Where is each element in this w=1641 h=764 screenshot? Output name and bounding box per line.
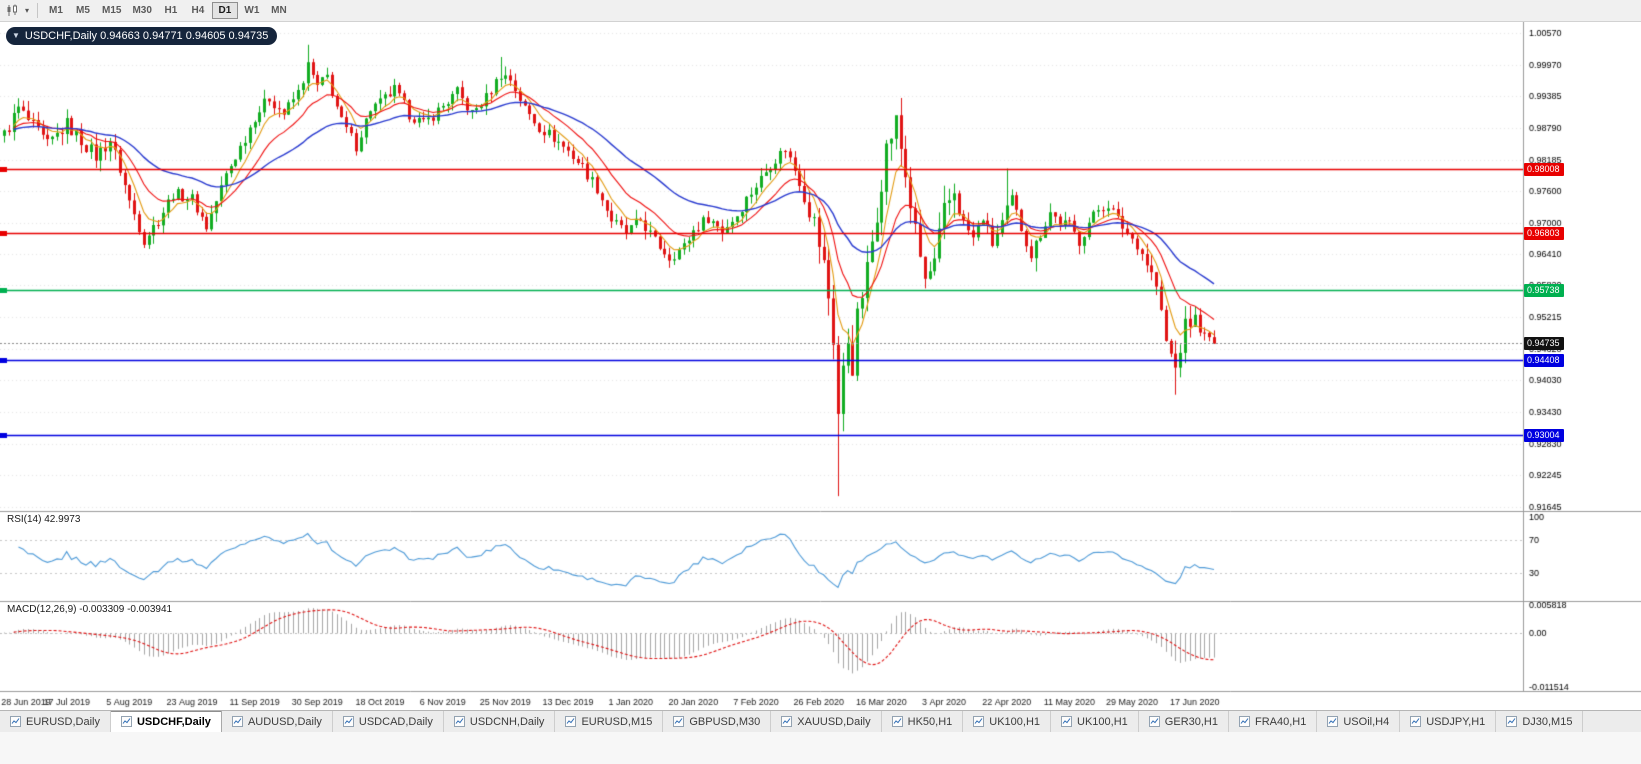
chart-tab-xauusd-daily[interactable]: XAUUSD,Daily [771,711,882,732]
chart-icon [1506,716,1518,727]
chart-icon [453,716,465,727]
chart-tab-label: EURUSD,Daily [26,715,100,728]
chart-icon [565,716,577,727]
price-level-badge: 0.94408 [1524,354,1564,367]
chart-tab-label: GBPUSD,M30 [689,715,761,728]
price-level-badge: 0.95738 [1524,284,1564,297]
chart-tab-label: USDCHF,Daily [136,715,211,728]
chart-tab-ger30-h1[interactable]: GER30,H1 [1138,711,1229,732]
chart-tab-usdcnh-daily[interactable]: USDCNH,Daily [443,711,556,732]
chart-tab-label: USDCNH,Daily [469,715,545,728]
chart-tab-label: USOil,H4 [1343,715,1390,728]
timeframe-buttons: M1 M5 M15 M30 H1 H4 D1 W1 MN [43,2,292,19]
rsi-indicator-label: RSI(14) 42.9973 [7,514,81,525]
chart-icon [231,716,243,727]
chart-tab-fra40-h1[interactable]: FRA40,H1 [1229,711,1318,732]
chart-tab-label: FRA40,H1 [1255,715,1307,728]
chart-tab-gbpusd-m30[interactable]: GBPUSD,M30 [663,711,772,732]
chart-tab-label: GER30,H1 [1164,715,1218,728]
chart-icon [120,716,132,727]
timeframe-button-w1[interactable]: W1 [244,5,260,16]
price-level-badge: 0.96803 [1524,227,1564,240]
chart-icon [342,716,354,727]
chart-icon [1239,716,1250,727]
timeframe-button-h4[interactable]: H4 [191,5,205,16]
chart-tab-dj30-m15[interactable]: DJ30,M15 [1496,711,1584,732]
chart-tab-hk50-h1[interactable]: HK50,H1 [881,711,964,732]
chart-tab-label: AUDUSD,Daily [247,715,322,728]
chart-tab-usdcad-daily[interactable]: USDCAD,Daily [332,711,444,732]
chart-tab-usdjpy-h1[interactable]: USDJPY,H1 [1400,711,1497,732]
chart-icon [1061,716,1073,727]
chart-tab-label: UK100,H1 [989,715,1041,728]
current-price-badge: 0.94735 [1524,337,1564,350]
chart-tab-label: EURUSD,M15 [581,715,653,728]
timeframe-button-m5[interactable]: M5 [76,5,90,16]
toolbar-separator [37,3,38,18]
chart-tab-label: USDCAD,Daily [358,715,433,728]
chart-tab-bar: EURUSD,Daily USDCHF,Daily AUDUSD,Daily USDC… [0,710,1641,732]
chart-icon [10,716,21,727]
chart-type-icon[interactable] [4,2,22,20]
chart-tab-eurusd-m15[interactable]: EURUSD,M15 [555,711,664,732]
chart-tab-label: HK50,H1 [907,715,953,728]
timeframe-button-mn[interactable]: MN [271,5,287,16]
chart-icon [973,716,985,727]
chart-icon [673,716,685,727]
timeframe-button-h1[interactable]: H1 [164,5,178,16]
chart-icon [1410,716,1422,727]
chart-tab-label: USDJPY,H1 [1426,715,1486,728]
price-chart-canvas[interactable] [0,22,1641,710]
chart-dropdown-arrow-icon[interactable]: ▾ [24,6,29,15]
chart-tab-usoil-h4[interactable]: USOil,H4 [1317,711,1401,732]
collapse-arrow-icon: ▼ [12,31,20,40]
chart-tab-label: DJ30,M15 [1522,715,1573,728]
chart-tab-label: XAUUSD,Daily [797,715,871,728]
chart-icon [1148,716,1160,727]
timeframe-button-m15[interactable]: M15 [102,5,122,16]
chart-icon [891,716,903,727]
timeframe-button-m1[interactable]: M1 [49,5,63,16]
bottom-strip [0,732,1641,764]
timeframe-toolbar: ▾ M1 M5 M15 M30 H1 H4 D1 W1 MN [0,0,1641,22]
chart-tab-label: UK100,H1 [1077,715,1128,728]
macd-indicator-label: MACD(12,26,9) -0.003309 -0.003941 [7,604,173,615]
chart-icon [1327,716,1339,727]
chart-ohlc-label[interactable]: ▼ USDCHF,Daily 0.94663 0.94771 0.94605 0… [6,27,278,45]
chart-tab-uk100-h1[interactable]: UK100,H1 [963,711,1052,732]
price-level-badge: 0.93004 [1524,429,1564,442]
chart-icon [781,716,793,727]
chart-tab-eurusd-daily[interactable]: EURUSD,Daily [0,711,111,732]
chart-tab-audusd-daily[interactable]: AUDUSD,Daily [221,711,333,732]
chart-tab-usdchf-daily[interactable]: USDCHF,Daily [110,711,222,732]
price-level-badge: 0.98008 [1524,163,1564,176]
timeframe-button-m30[interactable]: M30 [132,5,152,16]
timeframe-button-d1[interactable]: D1 [211,2,238,19]
chart-title-text: USDCHF,Daily 0.94663 0.94771 0.94605 0.9… [24,30,269,42]
chart-region: ▼ USDCHF,Daily 0.94663 0.94771 0.94605 0… [0,22,1641,710]
chart-tab-uk100-h1[interactable]: UK100,H1 [1051,711,1139,732]
